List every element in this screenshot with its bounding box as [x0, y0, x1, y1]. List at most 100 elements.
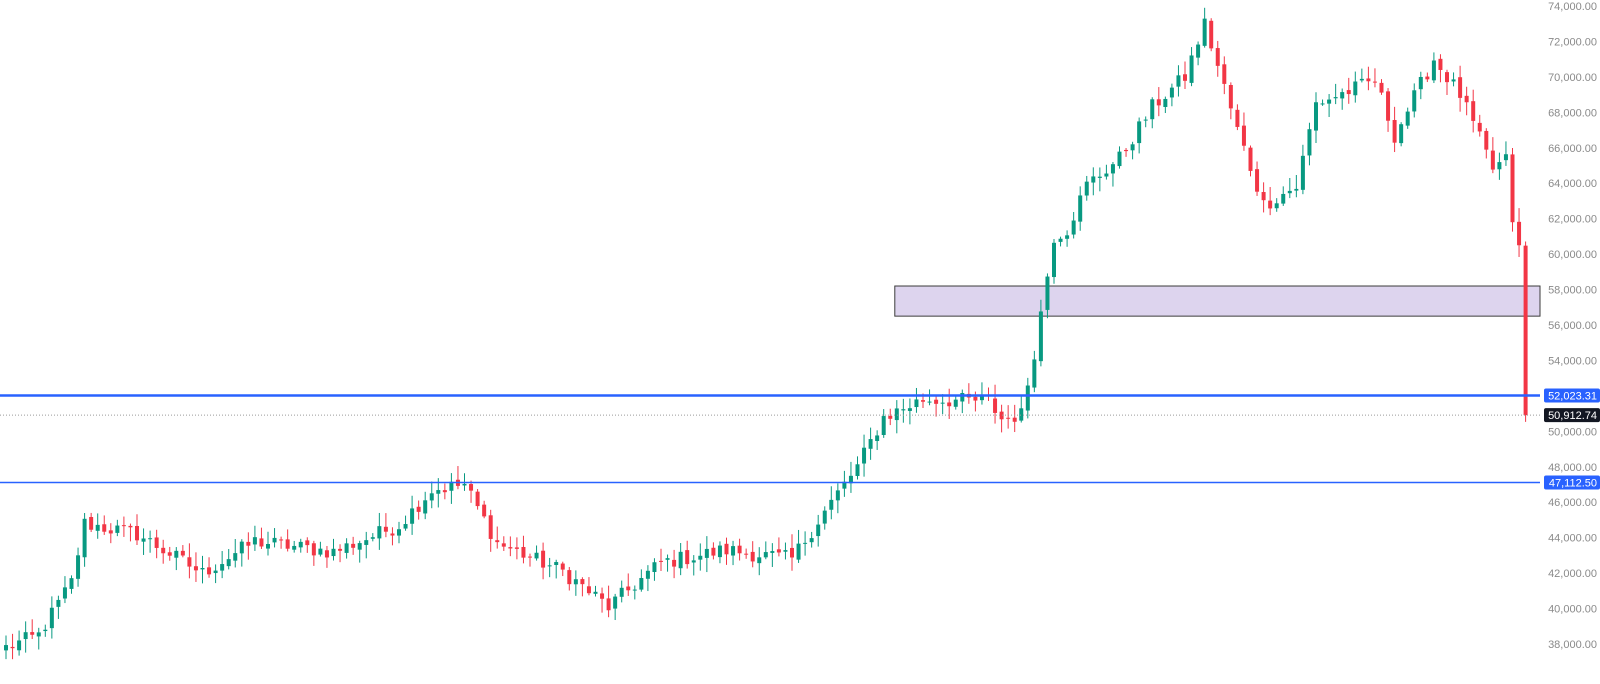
candle-body	[1346, 90, 1351, 95]
candle	[842, 470, 847, 497]
candle	[1386, 88, 1391, 132]
candle	[593, 585, 598, 597]
candle	[796, 529, 801, 563]
candle-body	[1497, 162, 1502, 170]
candle-body	[1032, 359, 1037, 388]
candle-body	[357, 543, 362, 550]
candle	[416, 500, 421, 520]
candle	[1143, 116, 1148, 128]
candle	[888, 408, 893, 426]
y-tick-label: 38,000.00	[1548, 639, 1597, 651]
candle-body	[220, 564, 225, 571]
candle-body	[1477, 122, 1482, 132]
candle-body	[200, 568, 205, 570]
candle-body	[514, 547, 519, 549]
candle	[521, 535, 526, 564]
candle-body	[1019, 408, 1024, 421]
candle-body	[429, 493, 434, 501]
candle-body	[154, 537, 159, 548]
candle-body	[901, 409, 906, 411]
candle	[193, 552, 198, 582]
candle	[76, 547, 81, 587]
candle-body	[934, 399, 939, 404]
candle	[108, 523, 113, 544]
candle-body	[1274, 203, 1279, 209]
y-tick-label: 56,000.00	[1548, 320, 1597, 332]
candle	[875, 430, 880, 450]
candle	[239, 539, 244, 567]
candle	[1517, 208, 1522, 257]
candle-body	[1084, 181, 1089, 196]
candle	[213, 564, 218, 584]
candle-body	[1412, 90, 1417, 112]
price-tag-label: 50,912.74	[1548, 410, 1597, 422]
candle-body	[23, 632, 28, 640]
candle	[56, 595, 61, 619]
candle	[790, 534, 794, 571]
candle	[1346, 77, 1351, 104]
candle-body	[626, 586, 631, 591]
candle	[907, 398, 912, 425]
candle-body	[141, 538, 146, 542]
candle	[1523, 241, 1528, 422]
candle-body	[187, 557, 192, 567]
candle	[318, 541, 323, 557]
candle	[1490, 137, 1495, 174]
level-price-tag[interactable]: 47,112.50	[1544, 475, 1600, 490]
candle	[128, 523, 133, 542]
level-price-tag[interactable]: 52,023.31	[1544, 388, 1600, 403]
candle-body	[193, 566, 198, 571]
candle-body	[1405, 111, 1410, 126]
candle	[1497, 152, 1502, 180]
candle-body	[632, 589, 637, 591]
candle-body	[907, 408, 912, 411]
y-tick-label: 70,000.00	[1548, 72, 1597, 84]
candle-body	[1117, 151, 1122, 167]
candle-body	[475, 491, 480, 507]
candle	[135, 514, 139, 546]
candle	[606, 585, 611, 618]
candle	[344, 538, 349, 559]
candle-body	[252, 537, 257, 545]
candle-body	[344, 543, 349, 553]
candle-body	[462, 483, 467, 486]
candle-body	[410, 508, 415, 524]
candle	[966, 383, 971, 404]
last-price-tag[interactable]: 50,912.74	[1544, 408, 1600, 423]
candle	[167, 546, 172, 561]
candle	[17, 630, 22, 656]
candle	[619, 580, 624, 603]
candle-body	[1359, 78, 1364, 81]
candle-body	[495, 540, 500, 543]
candle-body	[573, 579, 578, 585]
candle-body	[1490, 150, 1495, 170]
candle	[30, 619, 35, 640]
candle	[488, 509, 493, 552]
candle	[1268, 187, 1273, 216]
candle	[226, 549, 231, 570]
candle-body	[135, 525, 139, 541]
candle	[868, 427, 873, 460]
candle-body	[1156, 99, 1161, 106]
support-zone-box[interactable]	[894, 285, 1541, 317]
candle	[881, 409, 886, 438]
candle-body	[1418, 76, 1423, 90]
price-tag-background	[1544, 388, 1600, 403]
candle-body	[1510, 154, 1515, 223]
candle	[711, 542, 716, 560]
candle	[1215, 40, 1220, 77]
candle	[377, 512, 382, 550]
candle-body	[678, 551, 683, 569]
price-axis[interactable]: 38,000.00 40,000.00 42,000.00 44,000.00 46,0…	[1544, 1, 1600, 651]
candle-body	[848, 475, 853, 484]
candle	[311, 540, 316, 566]
candle-body	[1327, 99, 1332, 104]
candle	[1477, 114, 1482, 137]
candle	[1255, 161, 1260, 196]
candle	[1137, 117, 1142, 154]
candle	[279, 536, 284, 549]
candle	[1169, 83, 1174, 107]
candle	[403, 515, 408, 531]
